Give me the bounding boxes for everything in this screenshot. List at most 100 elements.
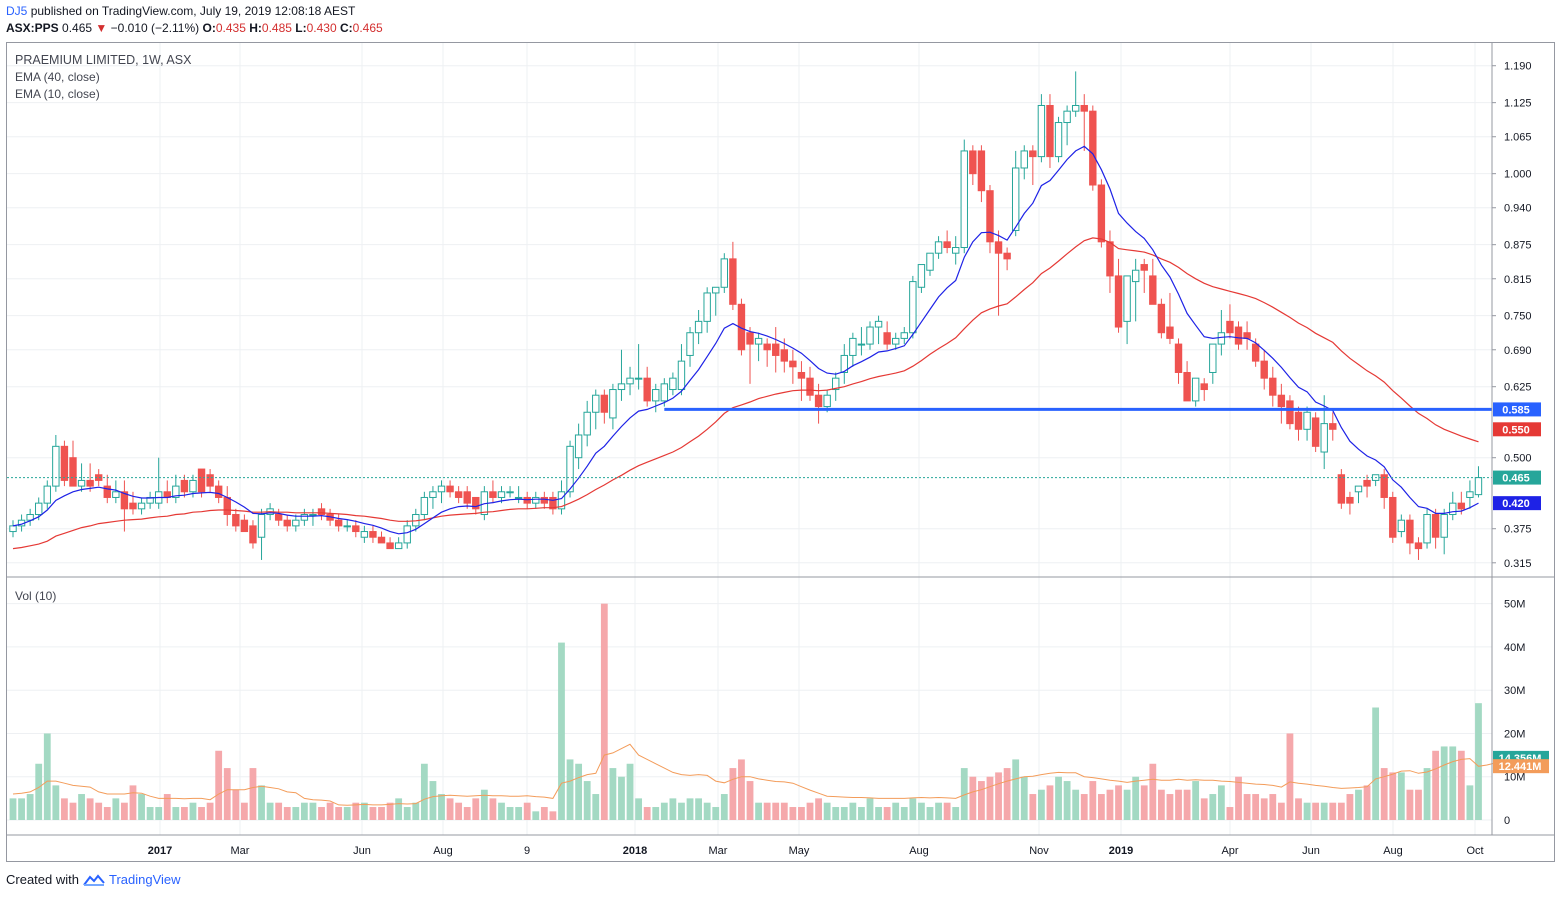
volume-bar xyxy=(420,763,428,820)
time-tick-label: Apr xyxy=(1221,845,1238,857)
published-text: published on TradingView.com, July 19, 2… xyxy=(30,4,356,18)
author-name[interactable]: DJ5 xyxy=(6,4,28,18)
candle-body xyxy=(746,332,754,345)
volume-tick-label: 20M xyxy=(1504,728,1525,740)
candle-body xyxy=(926,252,934,271)
candle-body xyxy=(789,360,797,368)
volume-bar xyxy=(695,798,702,820)
volume-bar xyxy=(712,807,720,820)
volume-bar xyxy=(1475,703,1482,820)
volume-bar xyxy=(1312,802,1320,820)
open-value: 0.435 xyxy=(215,21,246,35)
candle-body xyxy=(292,519,300,527)
volume-bar xyxy=(1038,789,1045,820)
price-label-text: 0.465 xyxy=(1502,473,1530,485)
candle-body xyxy=(1337,474,1346,504)
volume-bar xyxy=(498,802,505,820)
candle-body xyxy=(703,292,711,322)
candle-body xyxy=(814,394,823,408)
candle-body xyxy=(1131,269,1140,283)
volume-bar xyxy=(592,794,600,820)
volume-bar xyxy=(1097,794,1105,820)
volume-bar xyxy=(986,776,994,820)
ema10-legend[interactable]: EMA (10, close) xyxy=(15,87,100,101)
time-tick-label: May xyxy=(789,845,810,857)
candle-body xyxy=(1114,275,1123,328)
volume-bar xyxy=(1440,746,1448,820)
candle-body xyxy=(454,491,463,498)
volume-bar xyxy=(618,776,625,820)
candle-body xyxy=(677,360,686,391)
candle-body xyxy=(574,434,583,459)
tradingview-logo-icon xyxy=(83,873,105,886)
candle-body xyxy=(189,479,197,493)
volume-bar xyxy=(626,763,634,820)
candle-body xyxy=(1149,275,1157,305)
volume-bar xyxy=(283,807,291,820)
candle-body xyxy=(52,445,60,487)
candle-body xyxy=(1200,383,1208,391)
volume-bar xyxy=(549,811,557,820)
volume-bar xyxy=(309,802,317,820)
candle-body xyxy=(1046,104,1054,158)
volume-label-text: 12.441M xyxy=(1499,761,1542,773)
volume-bar xyxy=(652,807,660,820)
volume-bar xyxy=(746,781,754,820)
candle-body xyxy=(994,241,1003,254)
candle-body xyxy=(866,326,874,345)
volume-legend[interactable]: Vol (10) xyxy=(15,589,57,603)
time-tick-label: 2019 xyxy=(1109,845,1133,857)
close-label: C: xyxy=(339,21,353,35)
volume-bar xyxy=(978,781,985,820)
volume-bar xyxy=(1329,802,1337,820)
volume-bar xyxy=(1217,785,1225,820)
volume-bar xyxy=(489,798,497,820)
candle-body xyxy=(772,343,780,356)
price-label-text: 0.550 xyxy=(1502,424,1530,436)
volume-bar xyxy=(1063,781,1071,820)
price-label-box xyxy=(1493,496,1541,511)
volume-bar xyxy=(463,807,471,820)
candle-body xyxy=(1217,332,1226,345)
volume-bar xyxy=(1089,781,1097,820)
candle-body xyxy=(1063,110,1071,124)
candle-body xyxy=(1286,400,1294,425)
candle-body xyxy=(1011,167,1020,231)
volume-bar xyxy=(360,802,368,820)
tradingview-brand[interactable]: TradingView xyxy=(108,872,181,887)
volume-bar xyxy=(1355,789,1362,820)
candle-body xyxy=(1406,519,1414,544)
chart-frame[interactable] xyxy=(6,42,1555,862)
volume-bar xyxy=(1012,759,1020,820)
volume-bar xyxy=(335,807,343,820)
volume-bar xyxy=(1466,785,1474,820)
volume-bar xyxy=(969,776,977,820)
price-label-box xyxy=(1493,422,1541,437)
candle-body xyxy=(1140,264,1148,271)
candle-body xyxy=(1037,104,1046,158)
candle-body xyxy=(86,479,94,487)
ema40-legend[interactable]: EMA (40, close) xyxy=(15,70,100,84)
candle-body xyxy=(1414,542,1423,550)
price-tick-label: 0.500 xyxy=(1504,453,1532,465)
price-tick-label: 1.065 xyxy=(1504,132,1532,144)
volume-bar xyxy=(18,798,25,820)
volume-bar xyxy=(540,807,548,820)
volume-bar xyxy=(240,802,248,820)
volume-bar xyxy=(523,802,531,820)
candle-body xyxy=(1397,519,1406,533)
time-tick-label: Jun xyxy=(1302,845,1320,857)
volume-bar xyxy=(1363,785,1371,820)
volume-bar xyxy=(515,807,523,820)
time-tick-label: Mar xyxy=(231,845,250,857)
candle-body xyxy=(214,485,223,498)
volume-bar xyxy=(232,789,240,820)
candle-body xyxy=(386,542,394,550)
candle-body xyxy=(609,389,617,419)
candle-body xyxy=(1209,343,1217,373)
candle-body xyxy=(617,383,626,391)
candle-body xyxy=(934,241,943,254)
candle-body xyxy=(652,389,660,402)
volume-bar xyxy=(1029,794,1037,820)
